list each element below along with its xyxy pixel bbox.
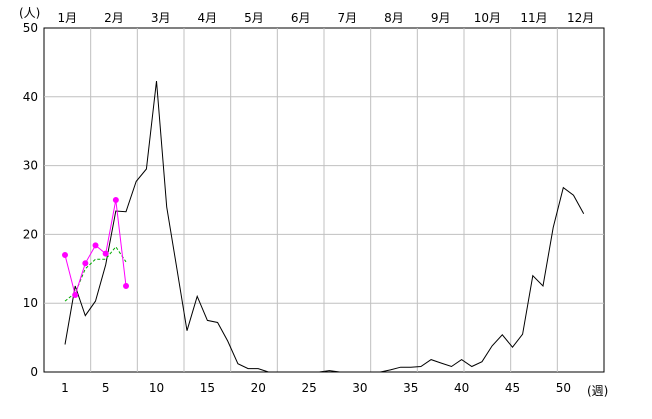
month-label: 9月 xyxy=(431,11,451,25)
month-label: 5月 xyxy=(244,11,264,25)
month-label: 3月 xyxy=(151,11,171,25)
y-axis-unit-label: (人) xyxy=(19,6,40,20)
month-label: 12月 xyxy=(567,11,594,25)
month-label: 10月 xyxy=(474,11,501,25)
month-label: 7月 xyxy=(338,11,358,25)
y-tick-label: 10 xyxy=(23,296,38,310)
x-tick-label: 15 xyxy=(200,381,215,395)
series-point-2 xyxy=(72,291,79,298)
month-label: 11月 xyxy=(520,11,547,25)
x-tick-label: 35 xyxy=(403,381,418,395)
x-tick-label: 45 xyxy=(505,381,520,395)
series-point-2 xyxy=(102,250,109,257)
x-tick-label: 20 xyxy=(251,381,266,395)
x-tick-label: 30 xyxy=(352,381,367,395)
y-tick-label: 20 xyxy=(23,227,38,241)
x-tick-label: 1 xyxy=(61,381,69,395)
series-line-0 xyxy=(64,80,585,373)
y-tick-label: 40 xyxy=(23,90,38,104)
series-point-2 xyxy=(112,197,119,203)
month-label: 8月 xyxy=(384,11,404,25)
series-layer xyxy=(62,80,585,373)
x-tick-label: 40 xyxy=(454,381,469,395)
y-tick-label: 0 xyxy=(30,365,38,379)
month-label: 6月 xyxy=(291,11,311,25)
series-point-2 xyxy=(82,260,89,267)
x-axis-unit-label: (週) xyxy=(587,384,608,398)
series-point-2 xyxy=(92,242,99,249)
y-tick-label: 30 xyxy=(23,159,38,173)
y-tick-label: 50 xyxy=(23,21,38,35)
grid-lines xyxy=(44,28,604,372)
x-tick-label: 10 xyxy=(149,381,164,395)
month-label: 1月 xyxy=(58,11,78,25)
series-point-2 xyxy=(123,283,130,289)
x-tick-label: 50 xyxy=(556,381,571,395)
month-label: 4月 xyxy=(198,11,218,25)
month-label: 2月 xyxy=(104,11,124,25)
series-point-2 xyxy=(62,252,68,259)
x-tick-label: 5 xyxy=(102,381,110,395)
x-tick-label: 25 xyxy=(301,381,316,395)
